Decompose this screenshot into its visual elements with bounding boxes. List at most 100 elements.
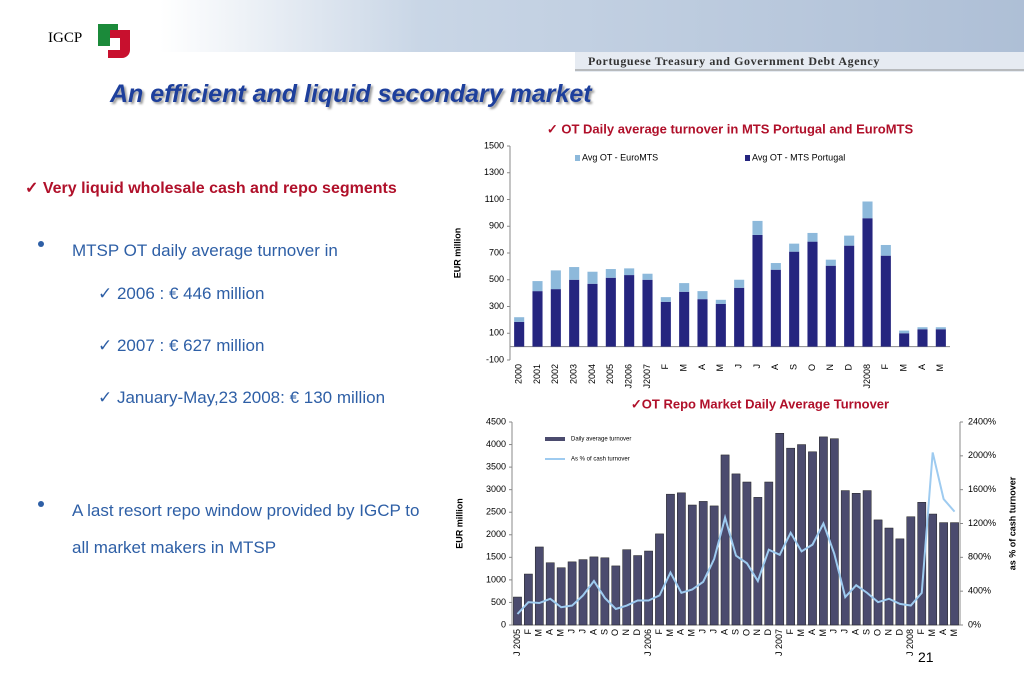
bullet-dot <box>38 501 44 507</box>
bar-segment <box>899 330 910 334</box>
bar-segment <box>844 245 855 347</box>
y-tick-label: 300 <box>489 301 504 311</box>
y-tick-label: 500 <box>491 597 506 607</box>
page-number: 21 <box>918 649 934 665</box>
x-tick-label: D <box>632 629 642 636</box>
bar <box>939 522 948 626</box>
x-tick-label: 2005 <box>605 364 615 384</box>
legend-label: As % of cash turnover <box>571 457 630 463</box>
x-tick-label: M <box>665 629 675 637</box>
bar <box>917 502 927 626</box>
y-tick-label: 1000 <box>486 574 506 584</box>
bar-segment <box>660 297 671 302</box>
bar-segment <box>752 234 763 347</box>
x-tick-label: J2007 <box>642 364 652 389</box>
x-tick-label: J <box>709 629 719 634</box>
bar-segment <box>569 267 580 280</box>
bar <box>534 546 544 626</box>
x-tick-label: M <box>949 629 959 637</box>
x-tick-label: J <box>734 364 744 369</box>
x-tick-label: J <box>698 629 708 634</box>
bar <box>524 573 533 626</box>
y-tick-label: 2500 <box>486 507 506 517</box>
bar-segment <box>715 299 726 304</box>
y-axis-label: EUR million <box>452 228 462 279</box>
x-tick-label: N <box>621 629 631 636</box>
x-tick-label: J2008 <box>862 364 872 389</box>
y2-tick-label: 2000% <box>968 450 996 460</box>
x-tick-label: A <box>719 629 729 635</box>
bar-segment <box>770 269 781 347</box>
bar <box>873 519 883 626</box>
bar <box>666 493 675 626</box>
y-tick-label: 3500 <box>486 461 506 471</box>
bar-segment <box>880 255 891 347</box>
bar <box>950 522 959 626</box>
x-tick-label: 2002 <box>550 364 560 384</box>
bar-segment <box>899 333 910 347</box>
x-tick-label: F <box>880 364 890 370</box>
bullet: MTSP OT daily average turnover in <box>72 241 338 260</box>
bar-segment <box>624 268 635 276</box>
charts: ✓ OT Daily average turnover in MTS Portu… <box>452 121 1017 656</box>
bar <box>862 490 872 626</box>
y2-tick-label: 400% <box>968 586 991 596</box>
x-tick-label: J <box>829 629 839 634</box>
agency: Portuguese Treasury and Government Debt … <box>588 54 880 68</box>
bullet-dot <box>38 241 44 247</box>
bar <box>742 481 752 626</box>
x-tick-label: 2001 <box>532 364 542 384</box>
x-tick-label: J <box>752 364 762 369</box>
legend-swatch <box>575 155 580 161</box>
bar <box>895 538 905 626</box>
legend-swatch <box>745 155 750 161</box>
bar <box>687 504 697 626</box>
bar <box>655 533 664 626</box>
bar-segment <box>550 270 561 290</box>
bar-segment <box>642 279 653 347</box>
x-tick-label: 2000 <box>514 364 524 384</box>
banner <box>160 0 1024 52</box>
x-tick-label: O <box>610 629 620 636</box>
bar-segment <box>605 277 616 347</box>
x-tick-label: F <box>654 629 664 635</box>
bar-segment <box>642 273 653 280</box>
x-tick-label: D <box>844 364 854 371</box>
bar <box>786 447 795 626</box>
x-tick-label: O <box>741 629 751 636</box>
y-tick-label: 700 <box>489 247 504 257</box>
x-tick-label: M <box>679 364 689 372</box>
bar-segment <box>679 291 690 347</box>
bar-segment <box>660 301 671 347</box>
y2-tick-label: 0% <box>968 619 981 629</box>
bar-segment <box>605 269 616 278</box>
bar <box>775 433 785 626</box>
logo-red <box>108 30 130 58</box>
x-tick-label: D <box>894 629 904 636</box>
bar <box>840 490 850 626</box>
y-tick-label: 2000 <box>486 529 506 539</box>
bar <box>567 561 577 626</box>
bullet-item: ✓ 2007 : € 627 million <box>98 336 265 355</box>
chart-title: ✓OT Repo Market Daily Average Turnover <box>631 396 889 411</box>
y-tick-label: 3000 <box>486 484 506 494</box>
bar <box>753 497 763 626</box>
bar-segment <box>587 283 598 347</box>
x-tick-label: A <box>917 364 927 370</box>
x-tick-label: A <box>697 364 707 370</box>
y-tick-label: -100 <box>486 354 504 364</box>
y-tick-label: 4500 <box>486 416 506 426</box>
bar-segment <box>734 287 745 347</box>
x-tick-label: J <box>840 629 850 634</box>
x-tick-label: M <box>818 629 828 637</box>
bar-segment <box>532 291 543 347</box>
bar-segment <box>587 271 598 284</box>
bar-segment <box>862 201 873 219</box>
bar-segment <box>770 263 781 270</box>
y2-axis-label: as % of cash turnover <box>1007 476 1017 570</box>
y-tick-label: 100 <box>489 328 504 338</box>
bar-segment <box>789 251 800 347</box>
x-tick-label: M <box>899 364 909 372</box>
bar-segment <box>514 321 525 347</box>
